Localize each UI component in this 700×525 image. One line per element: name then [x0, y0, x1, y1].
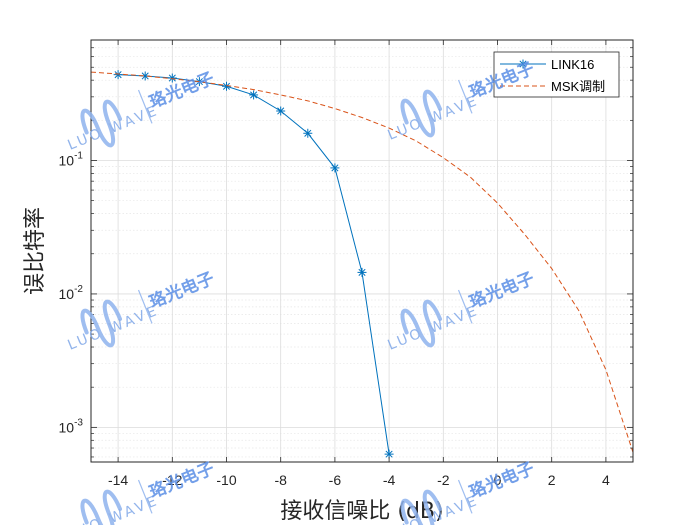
x-tick-label: 2 [548, 472, 556, 488]
x-tick-label: -14 [108, 472, 128, 488]
x-tick-label: -4 [383, 472, 396, 488]
series-line-1 [91, 71, 633, 453]
y-tick-label: 10-2 [59, 284, 84, 302]
data-point-link16 [330, 163, 340, 173]
x-tick-label: -8 [274, 472, 287, 488]
y-tick-label: 10-1 [59, 150, 84, 168]
watermark-divider [457, 479, 473, 514]
x-tick-label: -6 [329, 472, 342, 488]
y-tick-label: 10-3 [59, 417, 84, 435]
legend-marker-link16 [518, 59, 528, 69]
watermark-wave-icon [400, 89, 443, 138]
watermark-divider [137, 479, 153, 514]
watermark-wave-icon [80, 299, 123, 348]
data-point-link16 [303, 128, 313, 138]
legend: LINK16 MSK调制 [493, 51, 620, 98]
x-tick-label: -2 [437, 472, 450, 488]
series-layer [91, 70, 633, 459]
watermark-wave-icon [400, 299, 443, 348]
x-tick-label: -10 [216, 472, 236, 488]
data-point-link16 [249, 90, 259, 100]
data-point-link16 [113, 70, 123, 80]
plot-area [91, 40, 633, 462]
data-point-link16 [276, 106, 286, 116]
x-tick-label: 0 [494, 472, 502, 488]
watermark-wave-icon [80, 99, 123, 148]
watermark-divider [137, 89, 153, 124]
x-tick-label: 4 [602, 472, 610, 488]
legend-label-msk: MSK调制 [551, 79, 605, 94]
watermark-divider [457, 289, 473, 324]
y-axis-label: 误比特率 [23, 207, 48, 295]
data-point-link16 [167, 73, 177, 83]
x-tick-labels: -14 -12 -10 -8 -6 -4 -2 0 2 4 [108, 472, 610, 488]
legend-label-link16: LINK16 [551, 57, 594, 72]
watermark-divider [137, 289, 153, 324]
watermark-wave-icon [80, 489, 123, 525]
legend-box [493, 51, 620, 98]
watermark-wave-icon [400, 489, 443, 525]
x-tick-label: -12 [162, 472, 182, 488]
legend-asterisk [518, 59, 528, 69]
y-tick-labels: 10-1 10-2 10-3 [59, 150, 84, 435]
data-point-link16 [357, 267, 367, 277]
plot-frame [90, 39, 634, 463]
watermark-divider [457, 79, 473, 114]
tick-marks [91, 40, 633, 462]
